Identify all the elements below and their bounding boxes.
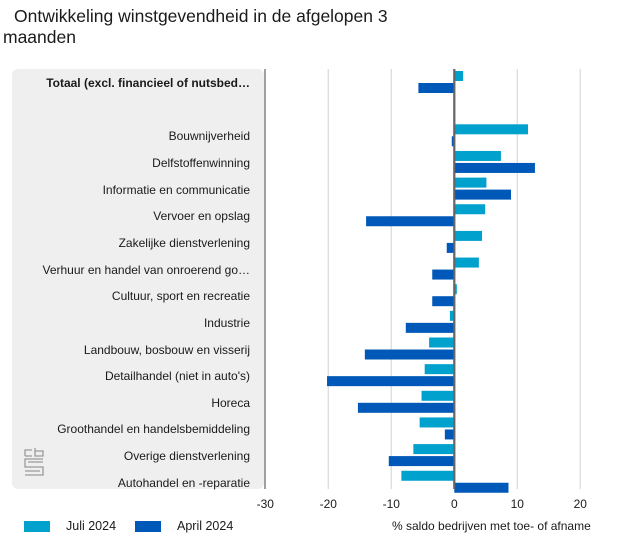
bar-april[interactable] (418, 83, 455, 93)
bar-juli[interactable] (454, 257, 479, 268)
bar-juli[interactable] (454, 124, 529, 135)
chart-title-line-1: Ontwikkeling winstgevendheid in de afgel… (14, 6, 388, 26)
category-label: Verhuur en handel van onroerend go… (42, 262, 251, 277)
bar-juli[interactable] (454, 71, 464, 81)
left-axis-line (264, 69, 266, 489)
bar-april[interactable] (446, 242, 455, 253)
chart-title-line-2: maanden (3, 27, 76, 47)
bar-april[interactable] (357, 402, 455, 413)
category-label: Detailhandel (niet in auto's) (104, 369, 250, 384)
bar-april[interactable] (327, 376, 455, 387)
bar-juli[interactable] (454, 204, 486, 215)
category-label: Industrie (203, 315, 250, 330)
bar-april[interactable] (454, 162, 535, 173)
category-label: Overige dienstverlening (123, 449, 250, 464)
category-label: Informatie en communicatie (102, 182, 250, 197)
category-label: Cultuur, sport en recreatie (111, 289, 250, 304)
x-tick-label: -10 (382, 497, 400, 511)
cbs-logo-icon (24, 448, 44, 476)
category-label: Bouwnijverheid (168, 129, 250, 144)
bar-juli[interactable] (449, 310, 455, 321)
bar-april[interactable] (432, 269, 455, 280)
legend-label-juli: Juli 2024 (66, 519, 117, 533)
bar-april[interactable] (444, 429, 455, 440)
bar-juli[interactable] (419, 417, 455, 428)
bar-juli[interactable] (413, 444, 455, 455)
category-label: Delfstoffenwinning (152, 155, 250, 170)
category-label: Totaal (excl. financieel of nutsbed… (46, 76, 250, 90)
legend-swatch-april (135, 520, 161, 532)
bar-april[interactable] (451, 136, 455, 147)
bar-april[interactable] (432, 296, 455, 307)
legend-item-april[interactable]: April 2024 (135, 519, 233, 533)
bar-april[interactable] (454, 482, 509, 493)
bar-april[interactable] (388, 456, 455, 467)
bar-juli[interactable] (421, 390, 455, 401)
bar-april[interactable] (405, 322, 455, 333)
x-tick-label: 20 (573, 497, 587, 511)
category-label-panel (12, 69, 264, 489)
legend-item-juli[interactable]: Juli 2024 (24, 519, 116, 533)
category-label: Autohandel en -reparatie (117, 475, 250, 490)
bar-juli[interactable] (401, 470, 455, 481)
bar-april[interactable] (364, 349, 455, 360)
x-tick-label: 10 (510, 497, 524, 511)
x-tick-label: -30 (256, 497, 274, 511)
bar-juli[interactable] (429, 337, 455, 348)
bar-juli[interactable] (454, 284, 457, 295)
bar-juli[interactable] (424, 364, 455, 375)
legend-label-april: April 2024 (177, 519, 234, 533)
legend-swatch-juli (24, 520, 50, 532)
x-tick-label: -20 (319, 497, 337, 511)
bar-juli[interactable] (454, 177, 487, 188)
category-label: Vervoer en opslag (153, 209, 250, 224)
category-label: Groothandel en handelsbemiddeling (57, 422, 250, 437)
category-label: Horeca (211, 395, 250, 410)
category-label: Landbouw, bosbouw en visserij (83, 342, 250, 357)
x-axis-label: % saldo bedrijven met toe- of afname (392, 519, 591, 533)
chart-title: Ontwikkeling winstgevendheid in de afgel… (3, 6, 432, 48)
bar-juli[interactable] (454, 150, 501, 161)
category-label: Zakelijke dienstverlening (118, 235, 250, 250)
x-tick-label: 0 (450, 497, 458, 511)
bar-april[interactable] (454, 189, 511, 200)
bar-april[interactable] (366, 216, 455, 227)
bar-juli[interactable] (454, 230, 483, 241)
